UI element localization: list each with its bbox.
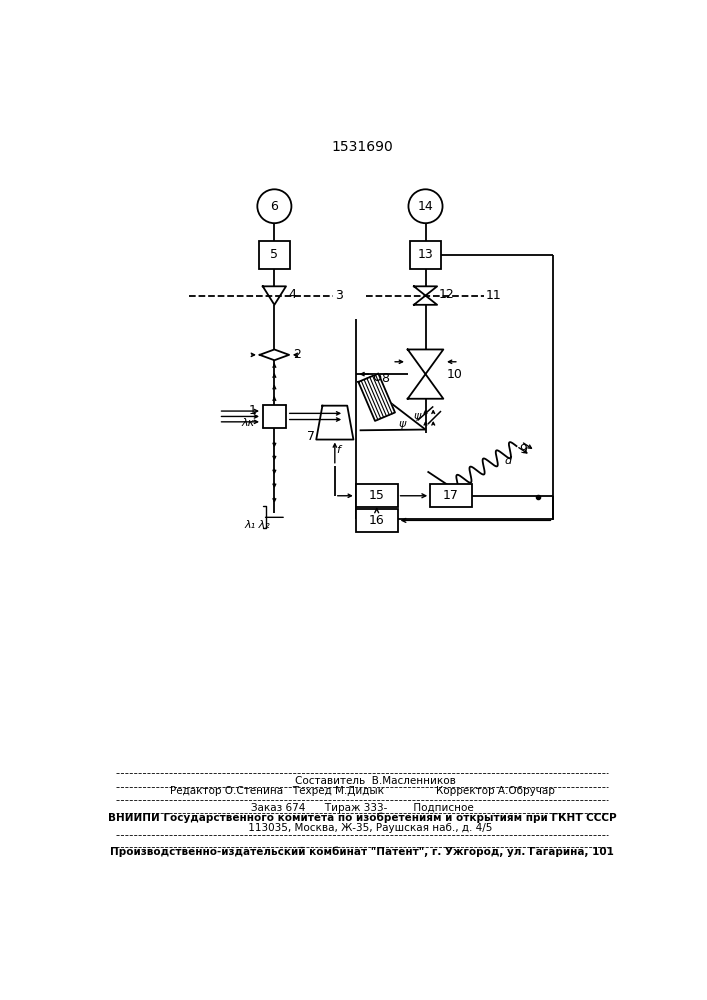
Bar bbox=[356, 484, 397, 507]
Bar bbox=[410, 241, 441, 269]
Text: λκ: λκ bbox=[241, 418, 255, 428]
Text: 14: 14 bbox=[418, 200, 433, 213]
Text: λ₁ λ₂: λ₁ λ₂ bbox=[245, 520, 270, 530]
Text: 1531690: 1531690 bbox=[331, 140, 393, 154]
Text: d: d bbox=[505, 456, 512, 466]
Text: 1: 1 bbox=[249, 404, 257, 417]
Text: ψ: ψ bbox=[414, 411, 421, 421]
Text: ψ: ψ bbox=[398, 419, 406, 429]
Text: 4: 4 bbox=[288, 288, 296, 301]
Bar bbox=[430, 484, 472, 507]
Bar bbox=[356, 509, 397, 532]
Text: 15: 15 bbox=[369, 489, 385, 502]
Text: Редактор О.Стенина   Техред М.Дидык                Корректор А.Обручар: Редактор О.Стенина Техред М.Дидык Коррек… bbox=[170, 786, 554, 796]
Text: 16: 16 bbox=[369, 514, 385, 527]
Text: 12: 12 bbox=[438, 288, 455, 301]
Text: 5: 5 bbox=[270, 248, 279, 261]
Text: ВНИИПИ Государственного комитета по изобретениям и открытиям при ГКНТ СССР: ВНИИПИ Государственного комитета по изоб… bbox=[107, 812, 617, 823]
Text: 8: 8 bbox=[382, 372, 390, 385]
Text: Производственно-издательский комбинат "Патент", г. Ужгород, ул. Гагарина, 101: Производственно-издательский комбинат "П… bbox=[110, 846, 614, 857]
Text: 9: 9 bbox=[520, 443, 527, 456]
Circle shape bbox=[257, 189, 291, 223]
Text: 10: 10 bbox=[446, 368, 462, 381]
Text: 2: 2 bbox=[293, 348, 301, 361]
Text: 13: 13 bbox=[418, 248, 433, 261]
Text: 11: 11 bbox=[486, 289, 502, 302]
Text: 7: 7 bbox=[307, 430, 315, 443]
Polygon shape bbox=[316, 406, 354, 440]
Text: Заказ 674      Тираж 333-        Подписное: Заказ 674 Тираж 333- Подписное bbox=[250, 803, 473, 813]
Circle shape bbox=[375, 374, 380, 380]
Circle shape bbox=[409, 189, 443, 223]
Text: 17: 17 bbox=[443, 489, 459, 502]
Bar bbox=[263, 405, 286, 428]
Text: f: f bbox=[337, 445, 340, 455]
Text: 113035, Москва, Ж-35, Раушская наб., д. 4/5: 113035, Москва, Ж-35, Раушская наб., д. … bbox=[232, 823, 492, 833]
Text: Составитель  В.Масленников: Составитель В.Масленников bbox=[269, 776, 455, 786]
Text: 3: 3 bbox=[335, 289, 343, 302]
Text: 6: 6 bbox=[271, 200, 279, 213]
Polygon shape bbox=[358, 373, 395, 421]
Bar bbox=[259, 241, 290, 269]
